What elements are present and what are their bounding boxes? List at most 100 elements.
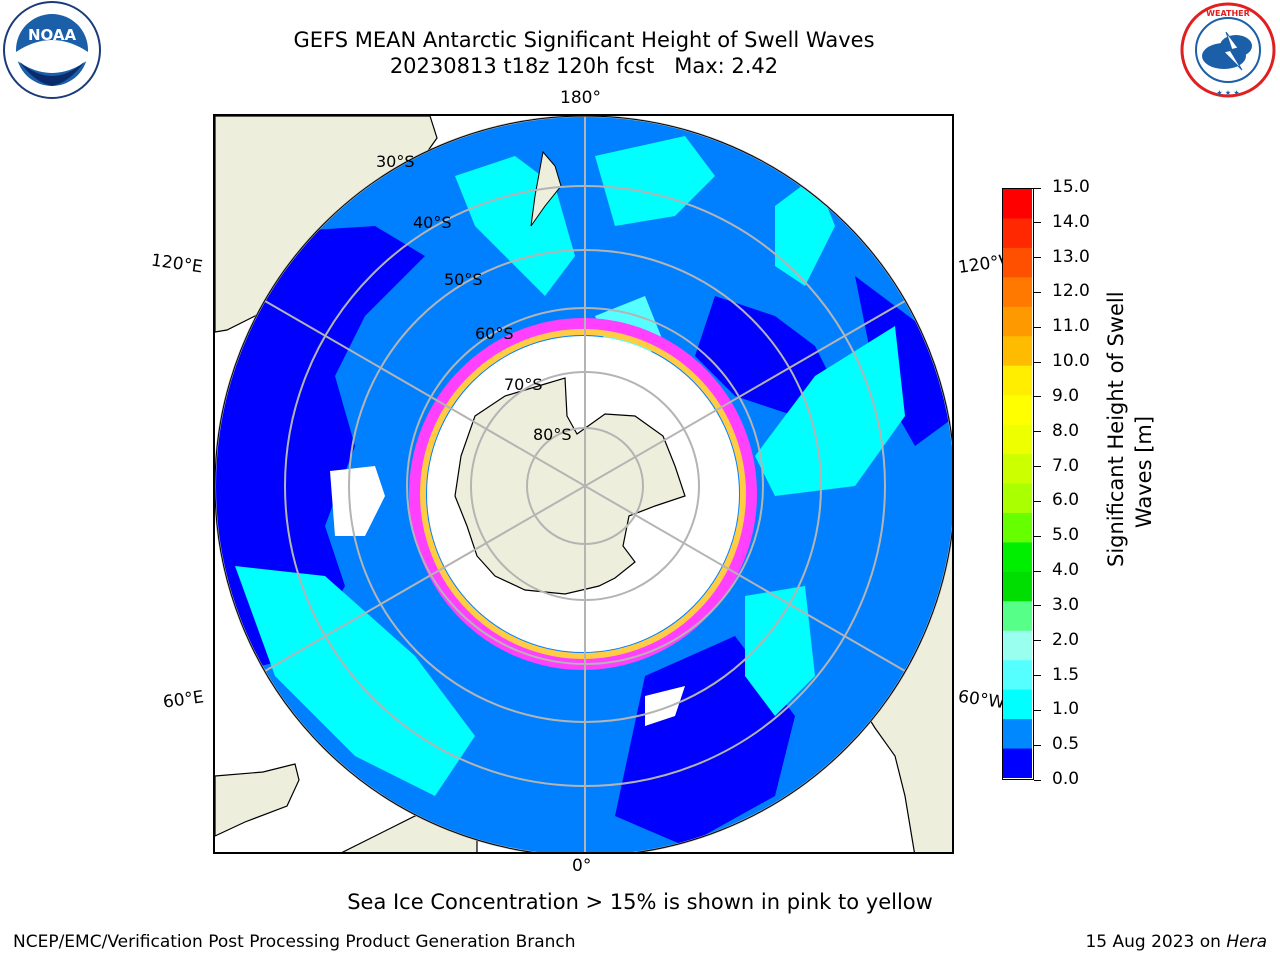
ice-patch-south — [645, 686, 685, 726]
low-swell-region-east — [855, 276, 952, 446]
footer-date: 15 Aug 2023 on — [1085, 932, 1227, 952]
colorbar-bins — [1003, 189, 1032, 779]
low-swell-region-west — [215, 226, 425, 676]
colorbar-bin — [1003, 719, 1032, 750]
lon-label-lower-right: 60°W — [956, 686, 1007, 714]
colorbar-bin — [1003, 571, 1032, 602]
colorbar-bin — [1003, 218, 1032, 249]
high-swell-streak-6 — [745, 586, 815, 716]
colorbar-bin — [1003, 306, 1032, 337]
colorbar-bin — [1003, 247, 1032, 278]
colorbar-tick-mark — [1034, 779, 1041, 781]
colorbar-tick-label: 3.0 — [1052, 594, 1080, 615]
colorbar-tick-mark — [1034, 396, 1041, 398]
colorbar-tick-mark — [1034, 187, 1041, 189]
colorbar-tick-mark — [1034, 640, 1041, 642]
lon-label-bottom: 0° — [572, 856, 592, 876]
lon-label-lower-left: 60°E — [161, 687, 206, 713]
colorbar-tick-mark — [1034, 675, 1041, 677]
title-line-1: GEFS MEAN Antarctic Significant Height o… — [293, 28, 875, 52]
colorbar-tick-mark — [1034, 431, 1041, 433]
colorbar-tick-mark — [1034, 257, 1041, 259]
high-swell-streak-4 — [755, 326, 905, 496]
colorbar-tick-mark — [1034, 326, 1041, 328]
colorbar-tick-label: 4.0 — [1052, 560, 1080, 581]
colorbar-tick-label: 5.0 — [1052, 525, 1080, 546]
colorbar-bin — [1003, 748, 1032, 779]
colorbar-bin — [1003, 365, 1032, 396]
title-line-2: 20230813 t18z 120h fcst Max: 2.42 — [389, 54, 779, 78]
high-swell-streak-5 — [235, 566, 475, 796]
polar-map — [213, 114, 954, 854]
colorbar-bin — [1003, 512, 1032, 543]
lat-label-80S: 80°S — [533, 425, 572, 444]
footer-machine: Hera — [1226, 932, 1267, 952]
svg-text:WEATHER: WEATHER — [1206, 9, 1250, 18]
high-swell-streak-3 — [775, 176, 835, 286]
lat-label-60S: 60°S — [475, 324, 514, 343]
colorbar-tick-mark — [1034, 709, 1041, 711]
colorbar-tick-label: 10.0 — [1052, 351, 1090, 372]
colorbar-tick-mark — [1034, 361, 1041, 363]
colorbar-tick-mark — [1034, 500, 1041, 502]
colorbar-bin — [1003, 542, 1032, 573]
colorbar-tick-label: 15.0 — [1052, 177, 1090, 197]
colorbar-bin — [1003, 630, 1032, 661]
colorbar-tick-label: 6.0 — [1052, 490, 1080, 511]
polar-map-canvas — [215, 116, 952, 852]
low-swell-region-south — [615, 636, 795, 846]
noaa-logo-text: NOAA — [28, 26, 77, 44]
noaa-logo-icon: NOAA — [3, 1, 101, 99]
colorbar-bin — [1003, 454, 1032, 485]
colorbar-bin — [1003, 395, 1032, 426]
lon-label-upper-left: 120°E — [149, 250, 204, 278]
colorbar-tick-mark — [1034, 222, 1041, 224]
colorbar-tick-label: 2.0 — [1052, 629, 1080, 650]
low-swell-region-north — [695, 296, 835, 416]
colorbar-tick-mark — [1034, 570, 1041, 572]
footer-right: 15 Aug 2023 on Hera — [1085, 932, 1267, 952]
noaa-logo: NOAA — [0, 0, 104, 104]
colorbar-tick-mark — [1034, 535, 1041, 537]
lon-label-top: 180° — [560, 88, 601, 108]
sea-ice-note: Sea Ice Concentration > 15% is shown in … — [347, 890, 933, 914]
sea-ice-edge-yellow — [420, 329, 746, 659]
colorbar-tick-label: 8.0 — [1052, 420, 1080, 441]
nws-logo: WEATHER ★ ★ ★ — [1176, 2, 1280, 106]
colorbar-tick-label: 14.0 — [1052, 211, 1090, 232]
colorbar-tick-label: 13.0 — [1052, 246, 1090, 267]
colorbar-tick-label: 0.5 — [1052, 734, 1080, 755]
colorbar-bin — [1003, 601, 1032, 632]
colorbar-tick-mark — [1034, 605, 1041, 607]
lat-label-70S: 70°S — [504, 375, 543, 394]
ice-patch-west — [330, 466, 385, 536]
antarctica-land — [454, 377, 686, 595]
lat-label-50S: 50°S — [444, 270, 483, 289]
colorbar-title: Significant Height of Swell Waves [m] — [1102, 291, 1158, 567]
colorbar-bin — [1003, 189, 1032, 220]
colorbar-tick-label: 0.0 — [1052, 769, 1080, 789]
colorbar-bin — [1003, 277, 1032, 308]
colorbar-bin — [1003, 660, 1032, 691]
colorbar-tick-label: 1.5 — [1052, 664, 1080, 685]
colorbar-bin — [1003, 689, 1032, 720]
nws-logo-icon: WEATHER ★ ★ ★ — [1180, 2, 1276, 98]
graticule — [215, 116, 952, 852]
meridian-60E-120W — [264, 300, 906, 672]
colorbar-bin — [1003, 483, 1032, 514]
footer-left: NCEP/EMC/Verification Post Processing Pr… — [13, 932, 576, 952]
colorbar-bin — [1003, 336, 1032, 367]
colorbar-tick-mark — [1034, 744, 1041, 746]
colorbar-tick-mark — [1034, 291, 1041, 293]
lat-label-40S: 40°S — [413, 213, 452, 232]
colorbar-title-line-2: Waves [m] — [1132, 415, 1156, 529]
colorbar-tick-label: 12.0 — [1052, 281, 1090, 302]
lat-label-30S: 30°S — [376, 152, 415, 171]
colorbar-tick-label: 7.0 — [1052, 455, 1080, 476]
colorbar-tick-label: 9.0 — [1052, 385, 1080, 406]
colorbar-title-line-1: Significant Height of Swell — [1104, 291, 1128, 567]
colorbar-bin — [1003, 424, 1032, 455]
colorbar-tick-label: 1.0 — [1052, 699, 1080, 720]
svg-text:★ ★ ★: ★ ★ ★ — [1216, 89, 1239, 97]
madagascar-land — [215, 763, 300, 837]
